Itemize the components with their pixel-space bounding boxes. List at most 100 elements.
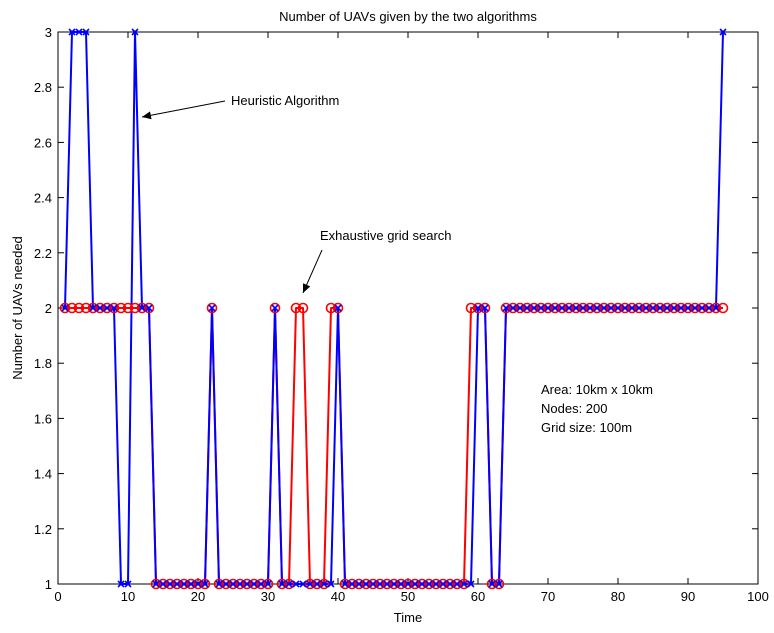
series-1-point [138, 304, 146, 312]
series-0-point [563, 302, 575, 314]
info-area: Area: 10km x 10km [541, 382, 653, 397]
series-0-point [157, 578, 169, 590]
series-1-point [250, 580, 258, 588]
series-0-point [570, 302, 582, 314]
series-0-point [486, 578, 498, 590]
series-1-point [208, 304, 216, 312]
series-0-point [465, 302, 477, 314]
series-1-point [502, 304, 510, 312]
series-0-point [661, 302, 673, 314]
series-0-point [87, 302, 99, 314]
series-0-point [388, 578, 400, 590]
series-0-point [143, 302, 155, 314]
series-0-point [220, 578, 232, 590]
x-tick-label: 40 [331, 589, 345, 604]
series-0-point [521, 302, 533, 314]
series-0-point [199, 578, 211, 590]
series-0-point [507, 302, 519, 314]
series-0-point [542, 302, 554, 314]
series-1-point [236, 580, 244, 588]
series-0-point [500, 302, 512, 314]
series-0-point [283, 578, 295, 590]
series-1-point [159, 580, 167, 588]
series-0-point [472, 302, 484, 314]
series-0-point [423, 578, 435, 590]
series-0-point [213, 578, 225, 590]
series-1-point [453, 580, 461, 588]
y-tick-label: 1 [45, 577, 52, 592]
series-1-point [117, 580, 125, 588]
series-1-point [649, 304, 657, 312]
series-1-point [509, 304, 517, 312]
series-0-point [668, 302, 680, 314]
series-1-point [425, 580, 433, 588]
series-1-point [432, 580, 440, 588]
y-tick-label: 2.2 [34, 246, 52, 261]
series-1-point [397, 580, 405, 588]
series-1-point [712, 304, 720, 312]
series-1-point [229, 580, 237, 588]
series-1-point [299, 580, 307, 588]
series-1-point [411, 580, 419, 588]
series-markers [59, 28, 729, 590]
series-0-point [703, 302, 715, 314]
series-1-point [68, 28, 76, 36]
series-1-point [705, 304, 713, 312]
exhaustive-annotation: Exhaustive grid search [320, 228, 452, 243]
info-nodes: Nodes: 200 [541, 401, 608, 416]
series-1-point [572, 304, 580, 312]
series-1-point [656, 304, 664, 312]
x-tick-label: 20 [191, 589, 205, 604]
series-1-point [362, 580, 370, 588]
x-tick-labels: 0 10 20 30 40 50 60 70 80 90 100 [54, 589, 768, 604]
series-0-point [255, 578, 267, 590]
series-1-point [488, 580, 496, 588]
series-1-point [719, 28, 727, 36]
series-1-point [320, 580, 328, 588]
series-1-point [600, 304, 608, 312]
series-0-point [108, 302, 120, 314]
series-1-point [677, 304, 685, 312]
series-0-point [654, 302, 666, 314]
series-0-point [458, 578, 470, 590]
x-tick-label: 60 [471, 589, 485, 604]
series-1-point [82, 28, 90, 36]
series-0-point [269, 302, 281, 314]
x-tick-label: 70 [541, 589, 555, 604]
series-1-point [341, 580, 349, 588]
series-0-point [80, 302, 92, 314]
x-tick-label: 0 [54, 589, 61, 604]
series-0-point [430, 578, 442, 590]
series-1-point [89, 304, 97, 312]
series-0-point [150, 578, 162, 590]
series-1-point [467, 580, 475, 588]
series-1-point [684, 304, 692, 312]
series-1-point [222, 580, 230, 588]
series-1-point [481, 304, 489, 312]
heuristic-arrow [141, 100, 226, 120]
series-0-point [346, 578, 358, 590]
series-0-point [514, 302, 526, 314]
series-0-point [185, 578, 197, 590]
series-1-point [383, 580, 391, 588]
series-0-point [206, 302, 218, 314]
series-0-point [374, 578, 386, 590]
y-tick-label: 2.8 [34, 80, 52, 95]
series-0-point [577, 302, 589, 314]
series-0-point [178, 578, 190, 590]
series-0-point [234, 578, 246, 590]
series-0-point [353, 578, 365, 590]
series-0-point [311, 578, 323, 590]
series-0-point [479, 302, 491, 314]
x-tick-label: 90 [681, 589, 695, 604]
series-0-point [297, 302, 309, 314]
x-tick-label: 100 [747, 589, 769, 604]
x-tick-label: 50 [401, 589, 415, 604]
series-1-point [390, 580, 398, 588]
series-1-point [145, 304, 153, 312]
series-1-point [334, 304, 342, 312]
series-1-point [551, 304, 559, 312]
series-0-point [549, 302, 561, 314]
y-tick-label: 1.2 [34, 522, 52, 537]
series-1-point [376, 580, 384, 588]
